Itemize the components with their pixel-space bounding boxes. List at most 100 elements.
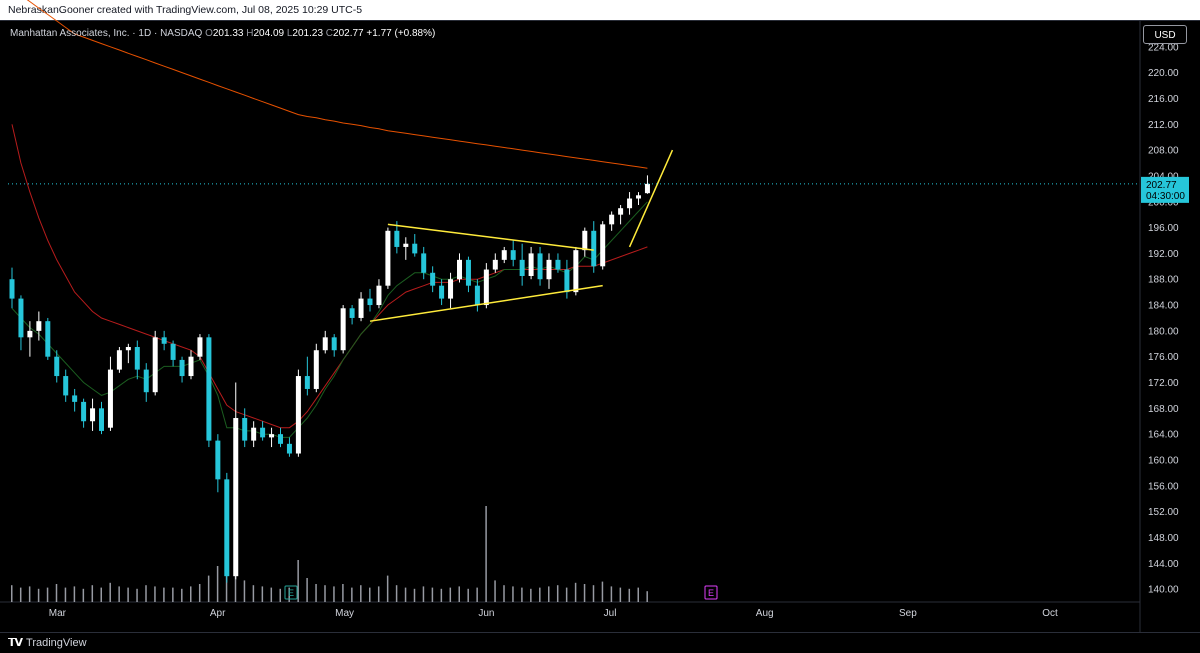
candle-body[interactable]	[501, 250, 507, 260]
candle-body[interactable]	[483, 269, 489, 306]
candle-body[interactable]	[403, 243, 409, 247]
candle-body[interactable]	[269, 434, 275, 438]
candle-body[interactable]	[116, 350, 122, 370]
earnings-marker-past[interactable]	[284, 585, 298, 600]
candle-body[interactable]	[36, 321, 42, 331]
y-axis-tick-label: 184.00	[1148, 301, 1179, 312]
candle-body[interactable]	[233, 418, 239, 577]
candle-body[interactable]	[430, 272, 436, 286]
candle-body[interactable]	[322, 337, 328, 351]
candle-body[interactable]	[313, 350, 319, 389]
candle-body[interactable]	[18, 298, 24, 338]
candle-body[interactable]	[627, 198, 633, 209]
candle-body[interactable]	[242, 418, 248, 441]
y-axis-tick-label: 156.00	[1148, 481, 1179, 492]
candle-body[interactable]	[161, 337, 167, 344]
candle-body[interactable]	[555, 259, 561, 270]
volume-bar	[503, 585, 505, 602]
candle-body[interactable]	[519, 259, 525, 276]
bar-countdown: 04:30:00	[1146, 191, 1185, 202]
candle-body[interactable]	[474, 285, 480, 306]
candle-body[interactable]	[188, 356, 194, 377]
candle-body[interactable]	[421, 253, 427, 273]
candle-body[interactable]	[537, 253, 543, 280]
chart-frame[interactable]	[0, 20, 1200, 632]
candle-body[interactable]	[591, 230, 597, 267]
candle-body[interactable]	[170, 343, 176, 360]
candle-body[interactable]	[81, 401, 87, 422]
candle-body[interactable]	[224, 479, 230, 577]
candle-body[interactable]	[295, 376, 301, 454]
volume-bar	[583, 584, 586, 602]
candle-body[interactable]	[143, 369, 149, 393]
candle-body[interactable]	[107, 369, 113, 428]
candle-body[interactable]	[376, 285, 382, 306]
volume-bar	[342, 584, 344, 602]
candle-body[interactable]	[197, 337, 203, 357]
candle-body[interactable]	[125, 347, 131, 351]
candle-body[interactable]	[63, 376, 69, 396]
volume-bar	[440, 588, 443, 602]
candle-body[interactable]	[618, 208, 624, 215]
candle-body[interactable]	[385, 230, 391, 286]
candle-body[interactable]	[492, 259, 498, 270]
symbol-name[interactable]: Manhattan Associates, Inc. · 1D · NASDAQ	[10, 28, 203, 39]
candle-body[interactable]	[448, 279, 454, 299]
volume-bar	[163, 587, 165, 602]
x-axis-tick-label: Sep	[899, 608, 917, 619]
candle-body[interactable]	[609, 214, 615, 225]
candle-body[interactable]	[439, 285, 445, 299]
candle-body[interactable]	[546, 259, 552, 280]
attribution-text: NebraskanGooner created with TradingView…	[8, 4, 363, 16]
candle-body[interactable]	[304, 376, 310, 389]
earnings-marker-upcoming[interactable]	[704, 585, 718, 600]
candle-body[interactable]	[600, 224, 606, 267]
candle-body[interactable]	[72, 395, 78, 402]
candle-body[interactable]	[9, 279, 15, 299]
candle-body[interactable]	[90, 408, 96, 422]
candle-body[interactable]	[260, 427, 266, 438]
currency-button[interactable]: USD	[1143, 25, 1187, 44]
candle-body[interactable]	[457, 259, 462, 280]
candle-body[interactable]	[636, 195, 641, 199]
candle-body[interactable]	[528, 253, 534, 276]
candle-body[interactable]	[45, 321, 51, 357]
candle-body[interactable]	[358, 298, 364, 318]
volume-bar	[360, 585, 362, 602]
candle-body[interactable]	[54, 356, 60, 377]
candle-body[interactable]	[152, 337, 158, 393]
candle-body[interactable]	[564, 269, 570, 293]
candle-body[interactable]	[349, 308, 355, 318]
candle-body[interactable]	[510, 250, 516, 260]
candle-body[interactable]	[582, 230, 588, 251]
candle-body[interactable]	[367, 298, 373, 306]
volume-bar	[154, 586, 156, 602]
candle-body[interactable]	[251, 427, 257, 441]
candle-body[interactable]	[644, 183, 650, 194]
candle-body[interactable]	[412, 243, 418, 254]
volume-bar	[181, 588, 183, 602]
candle-body[interactable]	[394, 230, 400, 247]
candle-body[interactable]	[465, 259, 471, 286]
volume-bar	[216, 566, 219, 602]
tradingview-logo[interactable]: 𝗧𝗩 TradingView	[8, 636, 87, 649]
candle-body[interactable]	[340, 308, 346, 351]
candle-body[interactable]	[27, 330, 33, 338]
upper-trendline[interactable]	[387, 223, 594, 251]
candle-body[interactable]	[215, 440, 221, 480]
candle-body[interactable]	[134, 347, 140, 370]
candle-body[interactable]	[99, 408, 104, 431]
candle-body[interactable]	[206, 337, 212, 441]
candle-body[interactable]	[573, 250, 579, 293]
candle-body[interactable]	[278, 434, 283, 444]
candle-body[interactable]	[179, 359, 185, 377]
lower-trendline[interactable]	[369, 284, 603, 322]
candle-body[interactable]	[286, 443, 292, 454]
high-label: H	[246, 28, 254, 39]
volume-bar	[521, 587, 523, 602]
breakout-arrow-line[interactable]	[628, 149, 674, 248]
open-value: 201.33	[212, 28, 244, 39]
candle-body[interactable]	[331, 337, 337, 351]
volume-bar	[494, 580, 496, 602]
